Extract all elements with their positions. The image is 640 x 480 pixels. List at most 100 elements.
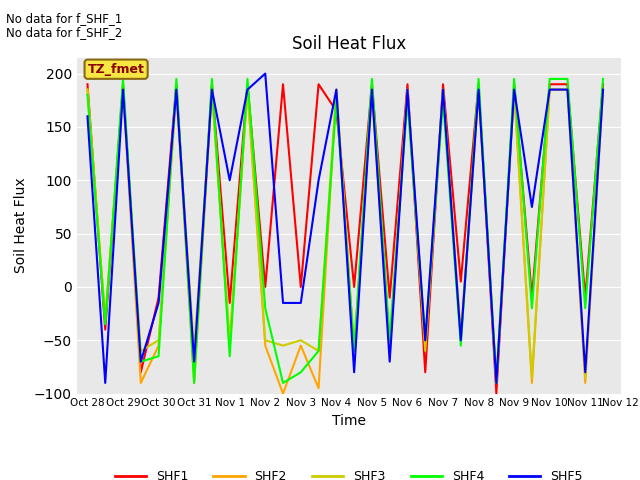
Y-axis label: Soil Heat Flux: Soil Heat Flux bbox=[14, 178, 28, 274]
SHF5 bbox=[581, 370, 589, 375]
SHF1 bbox=[599, 82, 607, 87]
SHF4 bbox=[84, 92, 92, 98]
SHF5 bbox=[261, 71, 269, 76]
SHF5 bbox=[546, 87, 554, 93]
SHF4 bbox=[137, 359, 145, 364]
SHF4 bbox=[581, 305, 589, 311]
SHF5 bbox=[457, 337, 465, 343]
SHF2 bbox=[119, 87, 127, 93]
SHF3 bbox=[101, 316, 109, 322]
SHF3 bbox=[564, 87, 572, 93]
SHF1 bbox=[333, 108, 340, 114]
SHF1 bbox=[101, 327, 109, 333]
SHF4 bbox=[475, 76, 483, 82]
SHF1 bbox=[581, 295, 589, 300]
SHF2 bbox=[137, 380, 145, 386]
SHF5 bbox=[493, 380, 500, 386]
SHF3 bbox=[315, 348, 323, 354]
SHF4 bbox=[368, 76, 376, 82]
SHF4 bbox=[404, 97, 412, 103]
SHF3 bbox=[386, 348, 394, 354]
SHF5 bbox=[84, 113, 92, 119]
SHF2 bbox=[581, 380, 589, 386]
SHF3 bbox=[137, 348, 145, 354]
SHF5 bbox=[599, 87, 607, 93]
SHF4 bbox=[101, 322, 109, 327]
SHF2 bbox=[279, 391, 287, 396]
SHF2 bbox=[244, 87, 252, 93]
SHF2 bbox=[386, 343, 394, 348]
SHF5 bbox=[173, 87, 180, 93]
SHF3 bbox=[599, 87, 607, 93]
SHF4 bbox=[599, 76, 607, 82]
SHF5 bbox=[208, 87, 216, 93]
SHF1 bbox=[404, 82, 412, 87]
SHF1 bbox=[173, 82, 180, 87]
SHF3 bbox=[208, 87, 216, 93]
SHF5 bbox=[528, 204, 536, 210]
SHF3 bbox=[155, 337, 163, 343]
SHF2 bbox=[297, 343, 305, 348]
SHF2 bbox=[564, 87, 572, 93]
SHF2 bbox=[439, 87, 447, 93]
SHF5 bbox=[244, 87, 252, 93]
SHF5 bbox=[386, 359, 394, 364]
SHF4 bbox=[510, 76, 518, 82]
Line: SHF3: SHF3 bbox=[88, 90, 603, 378]
SHF2 bbox=[475, 87, 483, 93]
SHF1 bbox=[155, 295, 163, 300]
SHF3 bbox=[190, 348, 198, 354]
SHF2 bbox=[84, 87, 92, 93]
X-axis label: Time: Time bbox=[332, 414, 366, 428]
SHF4 bbox=[119, 76, 127, 82]
Line: SHF4: SHF4 bbox=[88, 79, 603, 383]
SHF3 bbox=[493, 375, 500, 381]
SHF2 bbox=[173, 87, 180, 93]
SHF5 bbox=[350, 370, 358, 375]
SHF5 bbox=[333, 87, 340, 93]
SHF1 bbox=[279, 82, 287, 87]
SHF5 bbox=[101, 380, 109, 386]
SHF5 bbox=[564, 87, 572, 93]
SHF1 bbox=[510, 82, 518, 87]
SHF1 bbox=[137, 370, 145, 375]
SHF4 bbox=[226, 353, 234, 359]
SHF1 bbox=[84, 82, 92, 87]
SHF3 bbox=[350, 348, 358, 354]
SHF1 bbox=[564, 82, 572, 87]
SHF2 bbox=[457, 332, 465, 338]
SHF1 bbox=[208, 82, 216, 87]
SHF3 bbox=[84, 87, 92, 93]
Line: SHF5: SHF5 bbox=[88, 73, 603, 383]
SHF3 bbox=[475, 87, 483, 93]
SHF3 bbox=[244, 87, 252, 93]
SHF1 bbox=[475, 82, 483, 87]
Text: TZ_fmet: TZ_fmet bbox=[88, 63, 145, 76]
SHF4 bbox=[528, 305, 536, 311]
SHF2 bbox=[528, 380, 536, 386]
SHF1 bbox=[261, 284, 269, 290]
SHF2 bbox=[350, 348, 358, 354]
SHF1 bbox=[190, 370, 198, 375]
SHF2 bbox=[510, 87, 518, 93]
SHF5 bbox=[404, 87, 412, 93]
SHF2 bbox=[404, 87, 412, 93]
SHF3 bbox=[581, 375, 589, 381]
SHF5 bbox=[368, 87, 376, 93]
SHF2 bbox=[421, 343, 429, 348]
SHF3 bbox=[546, 87, 554, 93]
SHF4 bbox=[421, 337, 429, 343]
SHF3 bbox=[368, 87, 376, 93]
SHF3 bbox=[404, 87, 412, 93]
SHF4 bbox=[315, 348, 323, 354]
Text: No data for f_SHF_2: No data for f_SHF_2 bbox=[6, 26, 123, 39]
SHF4 bbox=[190, 380, 198, 386]
SHF5 bbox=[315, 178, 323, 183]
SHF1 bbox=[119, 82, 127, 87]
SHF3 bbox=[421, 348, 429, 354]
SHF2 bbox=[190, 380, 198, 386]
SHF1 bbox=[297, 284, 305, 290]
SHF1 bbox=[528, 295, 536, 300]
SHF5 bbox=[439, 87, 447, 93]
SHF5 bbox=[297, 300, 305, 306]
